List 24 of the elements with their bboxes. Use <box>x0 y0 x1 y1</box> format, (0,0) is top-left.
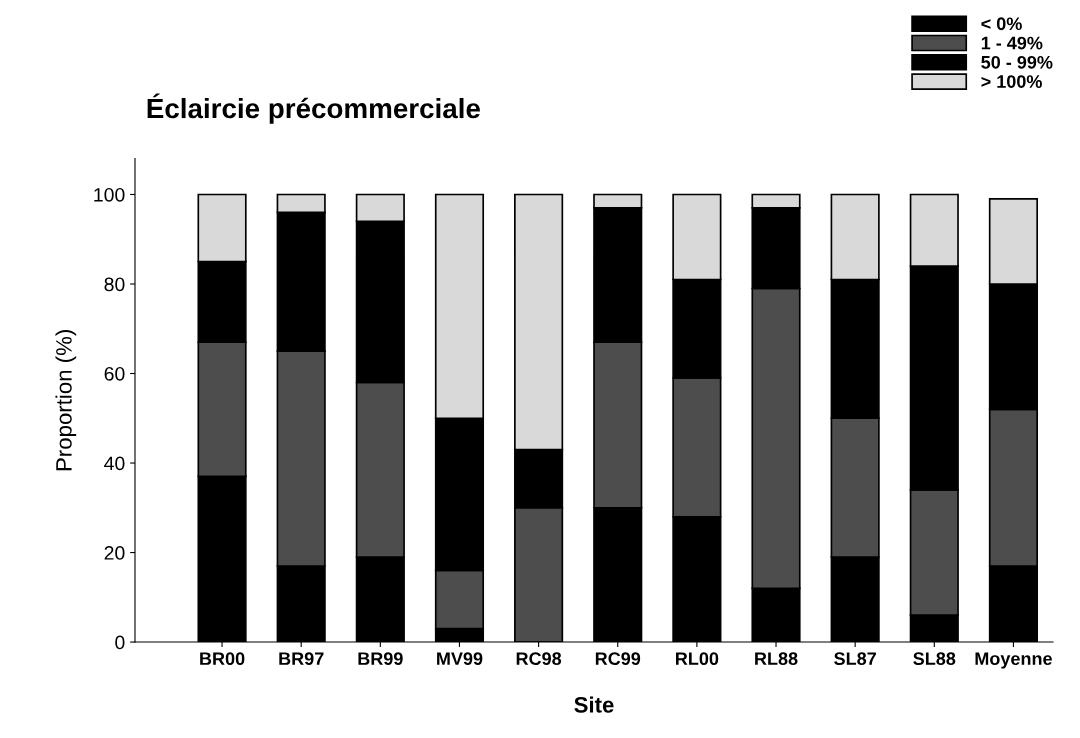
y-tick-label: 20 <box>104 546 125 560</box>
legend-label: > 100% <box>981 75 1042 88</box>
y-tick-label: 100 <box>94 187 125 202</box>
x-tick-label: RL00 <box>676 652 719 666</box>
legend-label: < 0% <box>981 17 1022 31</box>
y-tick-label: 40 <box>104 456 125 471</box>
x-tick-label: RC99 <box>595 652 641 666</box>
x-tick-label: BR97 <box>279 652 324 666</box>
chart-title: Éclaircie précommerciale <box>147 93 480 124</box>
x-tick-label: MV99 <box>437 652 483 666</box>
x-tick-label: BR00 <box>200 652 245 666</box>
x-tick-label: SL87 <box>834 652 876 666</box>
legend-label: 50 - 99% <box>981 55 1053 69</box>
x-tick-label: Moyenne <box>975 652 1052 669</box>
x-axis-title: Site <box>574 696 614 713</box>
x-tick-label: SL88 <box>913 652 956 666</box>
x-tick-label: BR99 <box>358 652 403 666</box>
legend-label: 1 - 49% <box>981 36 1043 50</box>
y-tick-label: 80 <box>104 277 125 292</box>
x-tick-label: RC98 <box>516 652 562 666</box>
y-tick-label: 60 <box>104 366 125 381</box>
y-axis-title: Proportion (%) <box>55 330 77 471</box>
y-tick-label: 0 <box>115 635 125 650</box>
x-tick-label: RL88 <box>755 652 798 666</box>
